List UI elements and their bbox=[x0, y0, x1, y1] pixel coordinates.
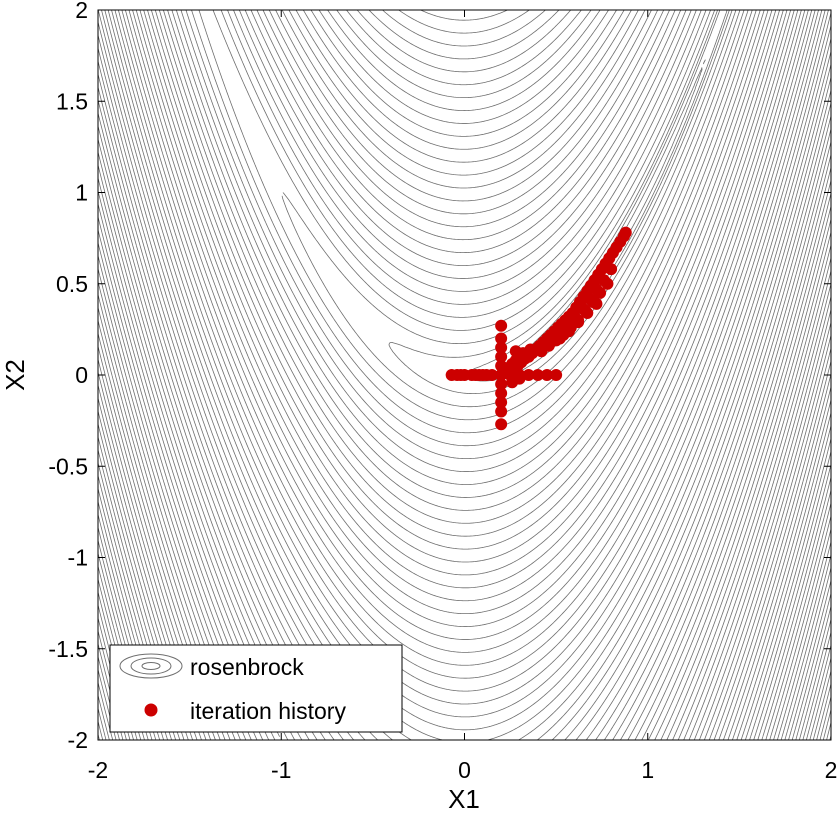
contour-line-60 bbox=[98, 398, 831, 740]
contour-line-8 bbox=[180, 10, 753, 460]
contour-swatch-icon bbox=[119, 653, 183, 679]
contour-line-9 bbox=[175, 10, 757, 472]
data-point bbox=[495, 319, 508, 332]
data-point bbox=[594, 286, 607, 299]
contour-line-13 bbox=[158, 10, 773, 524]
contour-line-10 bbox=[171, 10, 761, 485]
data-point bbox=[605, 263, 618, 276]
legend-label-iteration-history: iteration history bbox=[190, 698, 346, 724]
contour-line-18 bbox=[139, 10, 792, 589]
contour-line-3 bbox=[388, 10, 733, 394]
contour-line-11 bbox=[167, 10, 765, 498]
y-tick-labels: 2 1.5 1 0.5 0 -0.5 -1 -1.5 -2 bbox=[48, 0, 88, 753]
y-tick-label: 1 bbox=[75, 180, 88, 206]
y-tick-label: -2 bbox=[68, 727, 88, 753]
contour-line-37 bbox=[98, 100, 831, 740]
contour-line-31 bbox=[98, 22, 831, 740]
contour-line-33 bbox=[98, 48, 831, 740]
point-marker-icon bbox=[144, 703, 158, 717]
x-tick-label: -2 bbox=[88, 757, 108, 783]
contour-line-17 bbox=[143, 10, 788, 576]
contour-line-7 bbox=[185, 10, 749, 447]
y-tick-label: -1.5 bbox=[48, 636, 88, 662]
x-tick-label: 0 bbox=[458, 757, 471, 783]
x-axis-label: X1 bbox=[448, 784, 480, 814]
x-tick-label: 2 bbox=[825, 757, 838, 783]
contour-line-39 bbox=[98, 126, 831, 740]
data-point bbox=[550, 369, 563, 381]
data-point bbox=[590, 297, 603, 310]
iteration-history-points bbox=[445, 226, 632, 431]
contour-lines bbox=[98, 10, 831, 740]
contour-line-24 bbox=[118, 10, 813, 666]
y-tick-label: 0 bbox=[75, 362, 88, 388]
contour-line-36 bbox=[98, 87, 831, 740]
contour-line-20 bbox=[132, 10, 799, 615]
contour-line-40 bbox=[98, 139, 831, 740]
data-point bbox=[553, 332, 566, 345]
contour-line-6 bbox=[191, 10, 745, 434]
contour-line-5 bbox=[198, 10, 741, 421]
contour-line-19 bbox=[135, 10, 795, 602]
data-point bbox=[513, 372, 526, 385]
contour-line-16 bbox=[147, 10, 784, 563]
contour-line-45 bbox=[98, 203, 831, 740]
legend-box bbox=[109, 644, 403, 733]
contour-line-22 bbox=[125, 10, 806, 640]
data-point bbox=[581, 306, 594, 319]
contour-line-48 bbox=[98, 242, 831, 740]
y-tick-label: 1.5 bbox=[56, 88, 88, 114]
legend: rosenbrock iteration history bbox=[109, 644, 403, 733]
contour-line-57 bbox=[98, 359, 831, 740]
contour-line-12 bbox=[163, 10, 769, 511]
contour-line-83 bbox=[98, 695, 831, 740]
y-tick-label: -0.5 bbox=[48, 453, 88, 479]
data-point bbox=[562, 325, 575, 338]
x-tick-labels: -2 -1 0 1 2 bbox=[88, 757, 838, 783]
contour-line-82 bbox=[98, 682, 831, 740]
data-point bbox=[601, 277, 614, 290]
contour-line-86 bbox=[98, 734, 831, 740]
contour-line-84 bbox=[98, 708, 831, 740]
x-tick-label: 1 bbox=[641, 757, 654, 783]
contour-line-38 bbox=[98, 113, 831, 740]
contour-line-21 bbox=[128, 10, 802, 627]
contour-line-29 bbox=[101, 10, 829, 731]
contour-line-4 bbox=[281, 10, 737, 408]
contour-line-49 bbox=[98, 255, 831, 740]
contour-line-30 bbox=[98, 10, 831, 740]
contour-line-28 bbox=[104, 10, 826, 718]
legend-label-rosenbrock: rosenbrock bbox=[190, 654, 304, 680]
x-tick-label: -1 bbox=[271, 757, 291, 783]
contour-line-14 bbox=[154, 10, 777, 537]
contour-line-27 bbox=[107, 10, 823, 705]
contour-line-41 bbox=[98, 151, 831, 740]
data-point bbox=[572, 316, 585, 329]
y-tick-label: -1 bbox=[68, 545, 88, 571]
y-tick-label: 0.5 bbox=[56, 271, 88, 297]
data-point bbox=[495, 418, 508, 431]
y-tick-label: 2 bbox=[75, 0, 88, 23]
data-point bbox=[619, 226, 632, 239]
contour-line-52 bbox=[98, 294, 831, 740]
y-axis-label: X2 bbox=[0, 359, 30, 391]
contour-line-23 bbox=[121, 10, 809, 653]
data-point bbox=[495, 378, 508, 391]
contour-line-15 bbox=[150, 10, 780, 550]
axis-ticks bbox=[97, 9, 832, 741]
data-point bbox=[495, 332, 508, 345]
contour-line-65 bbox=[98, 462, 831, 740]
